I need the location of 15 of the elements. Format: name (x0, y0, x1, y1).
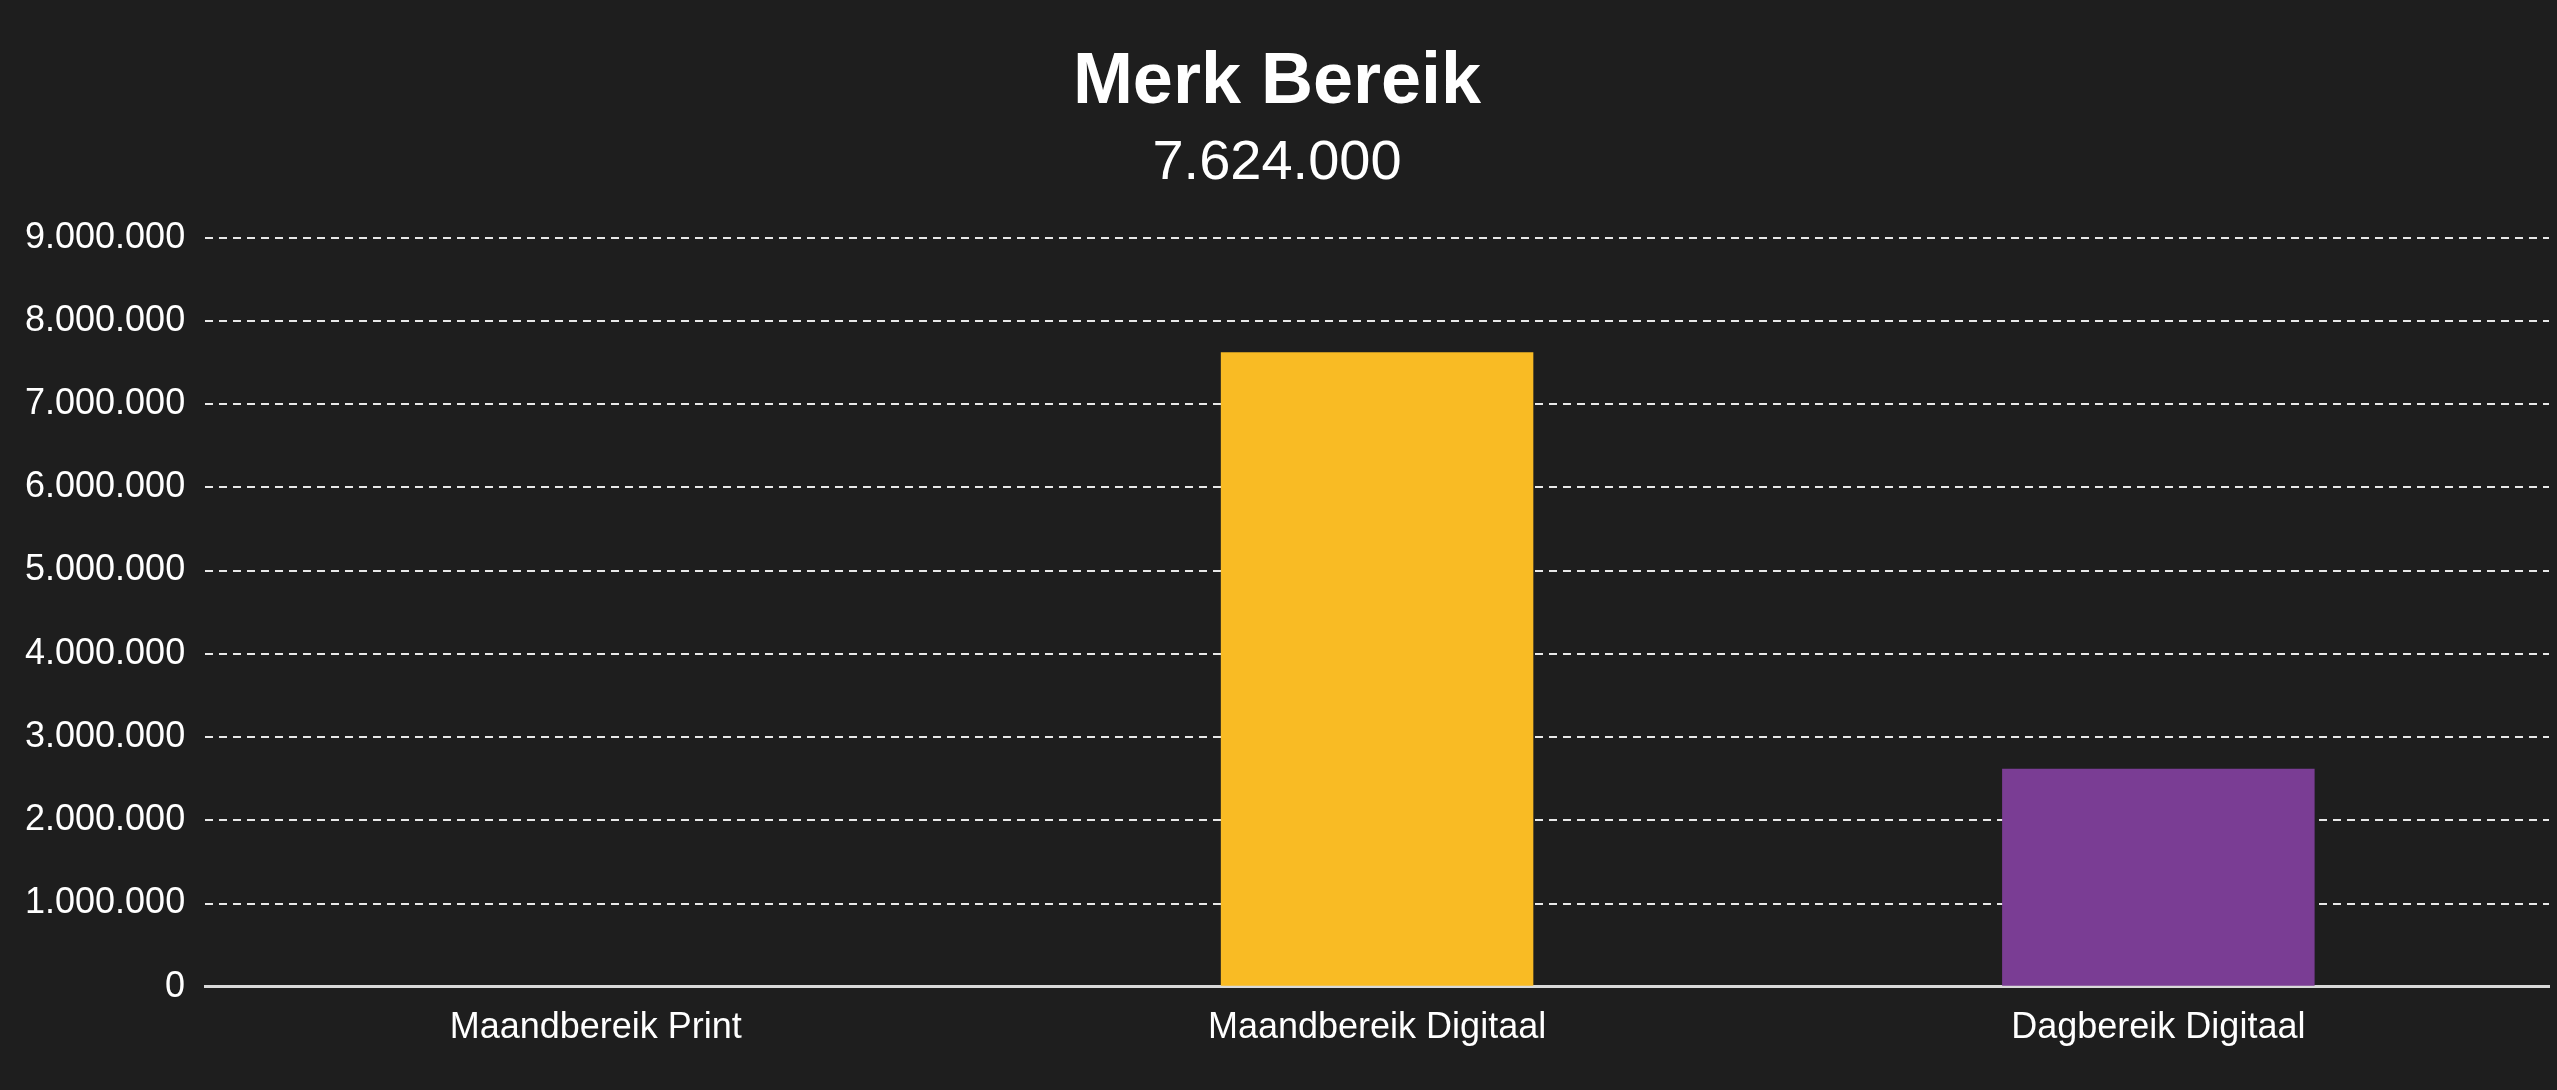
y-tick-label: 9.000.000 (25, 214, 186, 256)
y-tick-label: 4.000.000 (25, 630, 186, 672)
y-tick-label: 8.000.000 (25, 297, 186, 339)
y-tick-label: 5.000.000 (25, 547, 186, 589)
y-tick-label: 7.000.000 (25, 381, 186, 423)
x-tick-label: Maandbereik Digitaal (1207, 1005, 1547, 1047)
y-tick-label: 0 (165, 963, 186, 1005)
chart-subtitle: 7.624.000 (1152, 128, 1402, 192)
x-tick-label: Dagbereik Digitaal (2011, 1005, 2306, 1047)
y-tick-label: 3.000.000 (25, 713, 186, 755)
chart-title: Merk Bereik (1072, 38, 1483, 119)
x-tick-label: Maandbereik Print (449, 1005, 742, 1047)
y-tick-label: 1.000.000 (25, 880, 186, 922)
y-tick-label: 2.000.000 (25, 797, 186, 839)
y-tick-label: 6.000.000 (25, 464, 186, 506)
